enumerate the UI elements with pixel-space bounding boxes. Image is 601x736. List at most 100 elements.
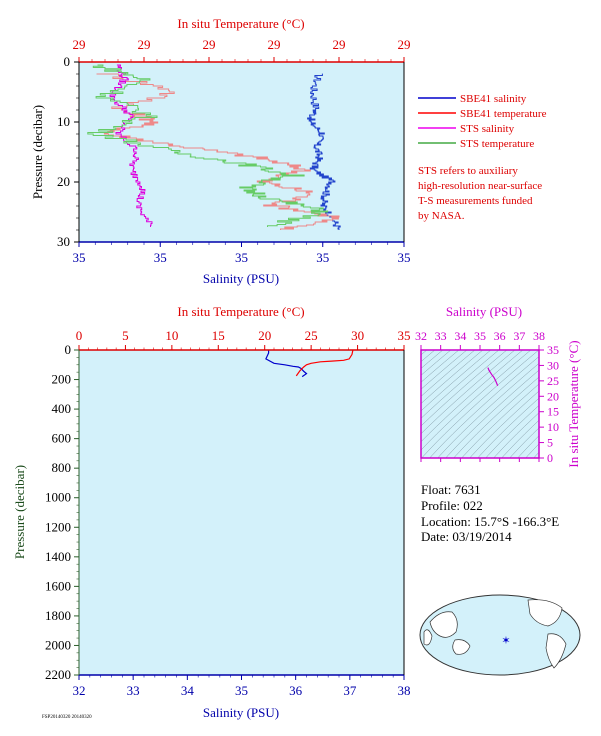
main-temp-tick-label: 0 [76, 328, 83, 343]
ts-density-contour [421, 350, 500, 419]
main-sal-tick-label: 38 [398, 683, 411, 698]
top-sal-tick-label: 35 [154, 250, 167, 265]
sts-note-line: STS refers to auxiliary [418, 165, 518, 177]
ts-inset-plot-area [421, 350, 539, 458]
main-pressure-tick-label: 2000 [45, 637, 71, 652]
ts-density-contour [445, 369, 539, 458]
legend-label: SBE41 salinity [460, 93, 527, 105]
ts-density-contour [421, 350, 452, 376]
legend-label: STS salinity [460, 123, 515, 135]
main-series-salinity [265, 350, 308, 378]
ts-temp-tick-label: 5 [547, 436, 553, 450]
top-panel-bottom-tick-labels: 35 35 35 35 35 [73, 242, 411, 265]
ts-sal-tick-label: 33 [435, 329, 447, 343]
main-panel-salinity-tick-labels: 32 33 34 35 36 37 38 [73, 675, 411, 698]
ts-sal-tick-label: 32 [415, 329, 427, 343]
map-landmass-north-america [527, 599, 563, 627]
main-temp-tick-label: 35 [398, 328, 411, 343]
main-sal-tick-label: 35 [235, 683, 248, 698]
main-temp-tick-label: 25 [305, 328, 318, 343]
ts-density-contour [421, 350, 484, 404]
main-sal-tick-label: 37 [343, 683, 357, 698]
ts-density-contour [533, 451, 539, 458]
top-pressure-tick-label: 10 [57, 114, 70, 129]
main-panel-temperature-tick-labels: 0 5 10 15 20 25 30 35 [76, 328, 411, 350]
ts-density-contour [525, 443, 539, 458]
map-landmass-africa-edge [423, 629, 433, 646]
ts-sal-tick-label: 37 [513, 329, 525, 343]
ts-density-contour [421, 350, 436, 362]
main-pressure-tick-label: 600 [52, 431, 72, 446]
float-location-marker: ✶ [501, 635, 510, 647]
ts-density-contour [453, 376, 539, 458]
main-temp-tick-label: 15 [212, 328, 225, 343]
main-panel-series [265, 349, 354, 378]
main-sal-tick-label: 34 [181, 683, 195, 698]
top-temp-tick-label: 29 [138, 37, 151, 52]
top-series-sts_temp [87, 64, 329, 227]
top-pressure-tick-label: 30 [57, 234, 70, 249]
ts-inset-series [487, 367, 499, 387]
top-temp-tick-label: 29 [203, 37, 216, 52]
ts-sal-tick-label: 34 [454, 329, 466, 343]
ts-density-contour [421, 350, 476, 397]
main-temp-tick-label: 5 [122, 328, 129, 343]
map-landmass-asia [429, 611, 458, 638]
ts-temp-tick-label: 0 [547, 451, 553, 465]
top-panel-temperature-axis-title: In situ Temperature (°C) [177, 16, 304, 31]
profile-text: Profile: 022 [421, 498, 483, 513]
footer-stamp: FSP20140320 20140320 [42, 715, 92, 720]
top-panel-top-tick-labels: 29 29 29 29 29 29 [73, 37, 411, 62]
ts-temp-tick-label: 10 [547, 420, 559, 434]
ts-density-contour [493, 412, 539, 458]
ts-density-contour [469, 390, 539, 458]
top-panel-plot-area [79, 62, 404, 242]
top-panel-series [87, 64, 341, 230]
top-pressure-tick-label: 0 [64, 54, 71, 69]
main-sal-tick-label: 32 [73, 683, 86, 698]
ts-density-contour [485, 405, 539, 458]
main-temp-tick-label: 30 [351, 328, 364, 343]
ts-density-contour [421, 350, 492, 412]
main-sal-tick-label: 36 [289, 683, 303, 698]
main-pressure-tick-label: 1400 [45, 549, 71, 564]
main-series-temperature [295, 349, 354, 377]
main-panel-temperature-axis-title: In situ Temperature (°C) [177, 304, 304, 319]
ts-inset-frame [420, 349, 540, 459]
top-panel-legend: SBE41 salinity SBE41 temperature STS salin… [418, 93, 547, 150]
main-pressure-tick-label: 2200 [45, 667, 71, 682]
date-text: Date: 03/19/2014 [421, 529, 512, 544]
ts-density-contour [509, 427, 539, 458]
top-pressure-tick-label: 20 [57, 174, 70, 189]
ts-density-contour [421, 350, 460, 383]
ts-inset-density-contours [421, 330, 601, 468]
main-temp-tick-label: 20 [258, 328, 271, 343]
top-temp-tick-label: 29 [73, 37, 86, 52]
ts-profile-line [487, 367, 499, 387]
top-panel-y-tick-labels: 0 10 20 30 [57, 54, 79, 249]
top-sal-tick-label: 35 [235, 250, 248, 265]
ts-temp-tick-label: 15 [547, 405, 559, 419]
top-sal-tick-label: 35 [73, 250, 86, 265]
legend-label: SBE41 temperature [460, 108, 547, 120]
top-panel-salinity-axis-title: Salinity (PSU) [203, 271, 279, 286]
ts-density-contour [421, 350, 468, 390]
main-pressure-tick-label: 1200 [45, 519, 71, 534]
ts-temp-tick-label: 35 [547, 343, 559, 357]
ts-density-contour [581, 330, 601, 468]
ts-temp-tick-label: 30 [547, 358, 559, 372]
top-series-sbe41_sal [307, 73, 341, 230]
ts-inset-temperature-axis-title: In situ Temperature (°C) [566, 340, 581, 467]
main-panel-salinity-axis-title: Salinity (PSU) [203, 705, 279, 720]
ts-density-contour [421, 350, 539, 458]
map-landmass-australia [452, 639, 471, 655]
sts-note-line: T-S measurements funded [418, 195, 533, 207]
main-pressure-tick-label: 1800 [45, 608, 71, 623]
main-pressure-tick-label: 400 [52, 401, 72, 416]
main-pressure-tick-label: 800 [52, 460, 72, 475]
top-temp-tick-label: 29 [333, 37, 346, 52]
legend-label: STS temperature [460, 138, 534, 150]
ts-density-contour [461, 383, 539, 458]
